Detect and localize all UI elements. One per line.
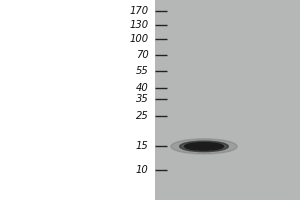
Ellipse shape (171, 139, 237, 154)
Text: 170: 170 (129, 6, 148, 16)
Text: 70: 70 (136, 50, 148, 60)
Text: 55: 55 (136, 66, 148, 76)
Bar (154, 0, 300, 200)
Text: 35: 35 (136, 94, 148, 104)
Ellipse shape (184, 143, 224, 150)
Text: 10: 10 (136, 165, 148, 175)
Text: 15: 15 (136, 141, 148, 151)
Ellipse shape (180, 141, 228, 152)
Text: 40: 40 (136, 83, 148, 93)
Text: 100: 100 (129, 34, 148, 44)
Text: 130: 130 (129, 20, 148, 30)
Text: 25: 25 (136, 111, 148, 121)
